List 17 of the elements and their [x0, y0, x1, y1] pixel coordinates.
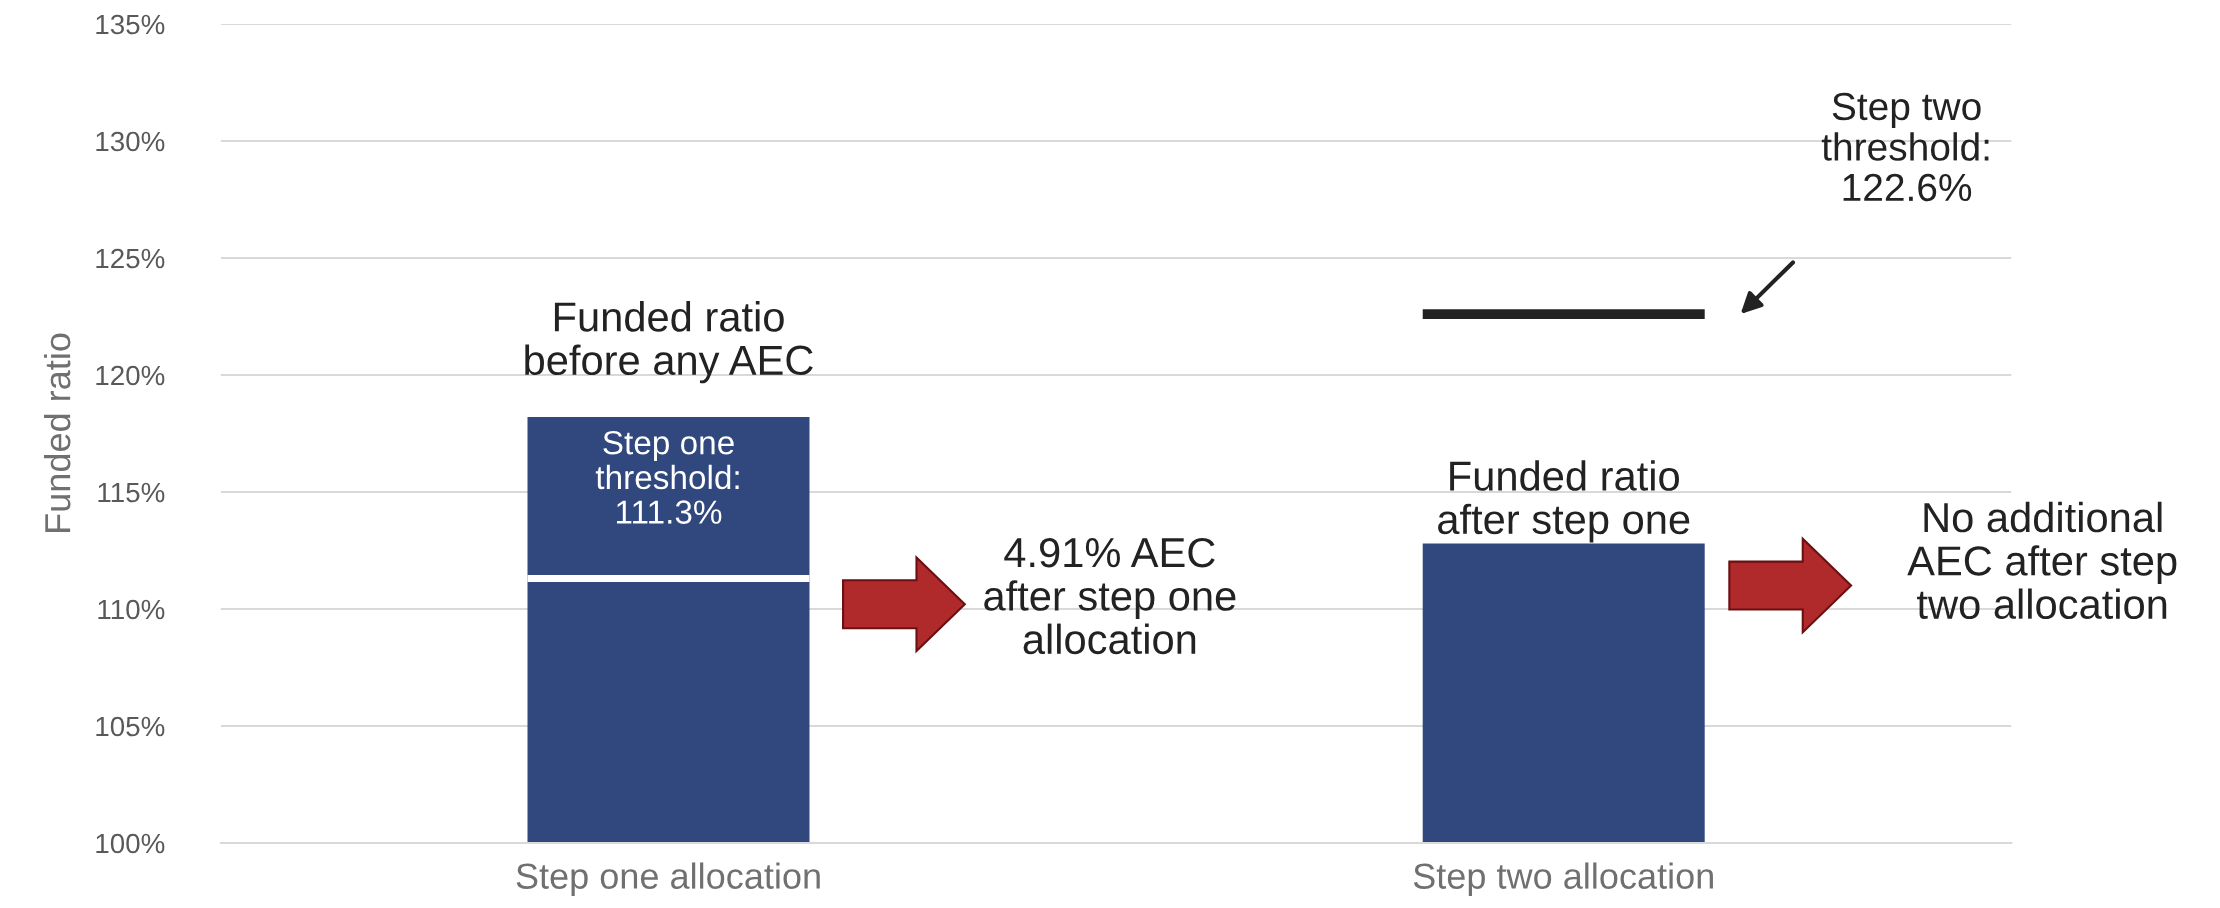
y-tick-label: 135% [96, 14, 165, 35]
x-tick-label: Step two allocation [1413, 862, 1713, 897]
y-tick-label: 110% [98, 599, 165, 620]
ref-line-label: Step two threshold: 122.6% [1821, 92, 1989, 202]
x-tick-label: Step one allocation [516, 862, 820, 897]
y-tick-label: 120% [96, 365, 165, 386]
y-tick-label: 105% [96, 716, 165, 737]
y-axis-title: Funded ratio [43, 333, 71, 532]
ref-line-label: Step one threshold: 111.3% [595, 430, 739, 524]
y-tick-label: 115% [98, 482, 165, 503]
y-tick-label: 125% [96, 248, 165, 269]
annotation: 4.91% AEC after step one allocation [984, 537, 1236, 655]
y-tick-label: 130% [96, 131, 165, 152]
y-tick-label: 100% [96, 833, 165, 854]
annotation: Funded ratio before any AEC [525, 301, 813, 384]
annotation: No additional AEC after step two allocation [1907, 501, 2177, 620]
annotation: Funded ratio after step one [1438, 460, 1690, 543]
